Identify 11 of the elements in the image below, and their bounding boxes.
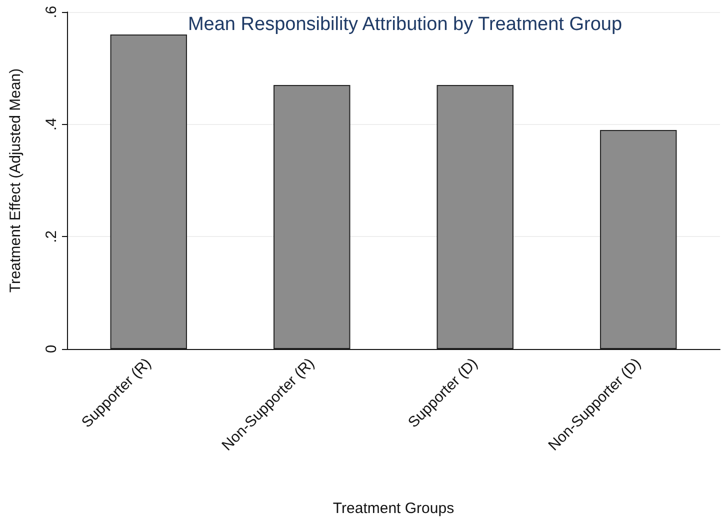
bar — [110, 34, 187, 349]
chart-title: Mean Responsibility Attribution by Treatment Group — [188, 14, 622, 35]
bar — [274, 85, 350, 349]
bar — [600, 130, 677, 349]
y-tick-label: 0 — [43, 344, 60, 354]
y-tick-label: .6 — [43, 6, 60, 18]
y-tick-label: .2 — [43, 230, 60, 243]
y-axis-title: Treatment Effect (Adjusted Mean) — [7, 68, 24, 293]
y-tick-label: .4 — [43, 118, 60, 131]
bar — [436, 85, 514, 349]
x-axis-title: Treatment Groups — [332, 500, 454, 517]
